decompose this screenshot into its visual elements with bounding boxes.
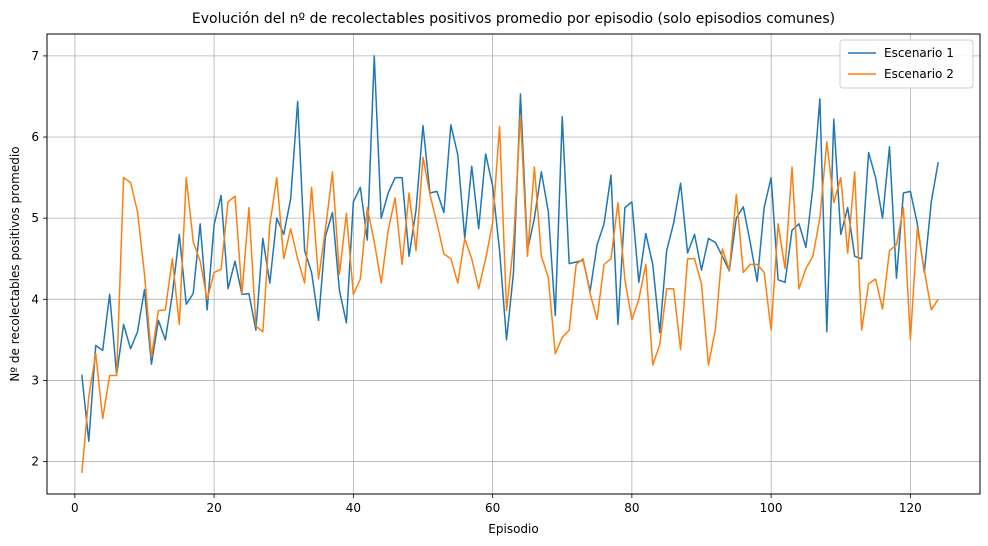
y-tick-label: 6 [31, 130, 39, 144]
series-line-2 [81, 114, 939, 473]
x-tick-label: 120 [899, 501, 922, 515]
x-tick-label: 80 [624, 501, 639, 515]
x-tick-label: 60 [485, 501, 500, 515]
x-tick-label: 100 [760, 501, 783, 515]
y-axis-label: Nº de recolectables positivos promedio [8, 146, 22, 381]
legend-box [839, 39, 974, 89]
x-axis-label: Episodio [488, 522, 538, 536]
legend-label: Escenario 2 [884, 67, 954, 81]
plot-frame [46, 33, 981, 495]
legend: Escenario 1 Escenario 2 [839, 39, 974, 89]
legend-label: Escenario 1 [884, 46, 954, 60]
x-tick-label: 0 [71, 501, 79, 515]
y-tick-label: 3 [31, 373, 39, 387]
chart-title: Evolución del nº de recolectables positi… [192, 11, 835, 27]
grid-lines [47, 34, 980, 494]
series-line-1 [81, 55, 939, 443]
y-tick-label: 5 [31, 211, 39, 225]
series-lines [81, 55, 939, 473]
y-tick-label: 7 [31, 49, 39, 63]
axis-ticks: 0 20 40 60 80 100 120 2 3 4 5 6 7 [31, 49, 921, 515]
x-tick-label: 40 [346, 501, 361, 515]
y-tick-label: 4 [31, 292, 39, 306]
y-tick-label: 2 [31, 455, 39, 469]
x-tick-label: 20 [206, 501, 221, 515]
